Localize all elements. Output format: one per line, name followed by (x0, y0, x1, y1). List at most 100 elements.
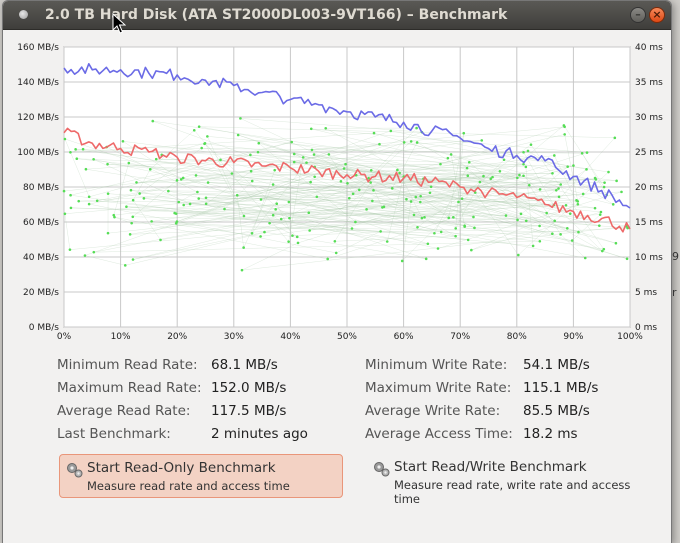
access-time-point (410, 140, 413, 143)
stat-label: Minimum Read Rate: (57, 357, 198, 373)
access-time-point (92, 158, 95, 161)
stat-label: Last Benchmark: (57, 426, 171, 442)
access-time-point (288, 217, 291, 220)
access-time-point (454, 227, 457, 230)
x-tick-label: 40% (280, 332, 300, 342)
access-time-point (598, 224, 601, 227)
access-time-point (346, 182, 349, 185)
access-time-point (414, 196, 417, 199)
access-time-point (182, 204, 185, 207)
access-time-point (577, 231, 580, 234)
access-time-point (206, 135, 209, 138)
stat-max-write: Maximum Write Rate: (365, 380, 511, 396)
access-time-point (429, 191, 432, 194)
access-time-point (130, 189, 133, 192)
access-time-point (522, 151, 525, 154)
access-time-point (107, 232, 110, 235)
access-time-point (461, 197, 464, 200)
access-time-point (334, 240, 337, 243)
access-time-point (311, 149, 314, 152)
gears-icon (373, 460, 391, 478)
access-time-point (343, 167, 346, 170)
access-time-point (410, 200, 413, 203)
access-time-point (344, 163, 347, 166)
app-icon (19, 10, 28, 19)
access-time-point (313, 153, 316, 156)
access-time-point (273, 169, 276, 172)
access-time-point (569, 212, 572, 215)
stat-label: Average Access Time: (365, 426, 513, 442)
access-time-point (308, 229, 311, 232)
title-bar[interactable]: 2.0 TB Hard Disk (ATA ST2000DL003-9VT166… (3, 1, 671, 30)
access-time-point (454, 235, 457, 238)
start-read-only-benchmark-button[interactable]: Start Read-Only Benchmark Measure read r… (59, 454, 343, 498)
x-tick-label: 10% (111, 332, 131, 342)
access-time-point (149, 168, 152, 171)
access-time-point (482, 175, 485, 178)
access-time-point (421, 217, 424, 220)
access-time-point (545, 212, 548, 215)
access-time-point (419, 195, 422, 198)
access-time-point (466, 167, 469, 170)
access-time-point (242, 246, 245, 249)
access-time-point (113, 216, 116, 219)
access-time-point (297, 242, 300, 245)
access-time-point (398, 172, 401, 175)
access-time-point (313, 176, 316, 179)
stat-avg-access: Average Access Time: (365, 426, 513, 442)
x-tick-label: 70% (450, 332, 470, 342)
y-left-tick-label: 80 MB/s (23, 183, 59, 193)
access-time-point (351, 227, 354, 230)
access-time-point (457, 201, 460, 204)
start-read-write-benchmark-button[interactable]: Start Read/Write Benchmark Measure read … (367, 454, 649, 508)
access-time-point (405, 198, 408, 201)
access-time-point (207, 181, 210, 184)
access-time-point (557, 187, 560, 190)
benchmark-chart: 0%10%20%30%40%50%60%70%80%90%100%0 MB/s2… (3, 31, 671, 346)
access-time-point (559, 183, 562, 186)
y-left-tick-label: 0 MB/s (29, 323, 60, 333)
access-time-point (472, 216, 475, 219)
access-time-point (85, 168, 88, 171)
access-time-point (69, 151, 72, 154)
y-right-tick-label: 15 ms (635, 218, 663, 228)
access-time-point (69, 194, 72, 197)
access-time-point (416, 141, 419, 144)
access-time-point (603, 181, 606, 184)
access-time-point (175, 212, 178, 215)
access-time-point (237, 134, 240, 137)
access-time-point (241, 269, 244, 272)
access-time-point (470, 249, 473, 252)
minimize-button[interactable]: – (630, 7, 646, 23)
access-time-point (175, 222, 178, 225)
access-time-point (302, 156, 305, 159)
access-time-point (132, 199, 135, 202)
access-time-point (135, 181, 138, 184)
access-time-point (328, 153, 331, 156)
stat-last-benchmark: Last Benchmark: (57, 426, 171, 442)
access-time-point (204, 142, 207, 145)
access-time-point (626, 257, 629, 260)
access-time-point (370, 169, 373, 172)
x-tick-label: 50% (337, 332, 357, 342)
access-time-point (305, 161, 308, 164)
access-time-point (430, 185, 433, 188)
access-time-point (84, 254, 87, 257)
access-time-point (614, 137, 617, 140)
access-time-point (365, 208, 368, 211)
y-left-tick-label: 60 MB/s (23, 218, 59, 228)
access-time-point (505, 214, 508, 217)
access-time-point (124, 264, 127, 267)
x-tick-label: 0% (57, 332, 72, 342)
button-subtitle: Measure read rate and access time (87, 479, 332, 493)
stat-label: Maximum Write Rate: (365, 380, 511, 396)
access-time-point (64, 212, 67, 215)
access-time-point (581, 152, 584, 155)
access-time-point (599, 213, 602, 216)
close-button[interactable]: × (649, 7, 665, 23)
y-right-tick-label: 30 ms (635, 113, 663, 123)
access-time-point (539, 240, 542, 243)
x-tick-label: 60% (394, 332, 414, 342)
access-time-point (180, 178, 183, 181)
